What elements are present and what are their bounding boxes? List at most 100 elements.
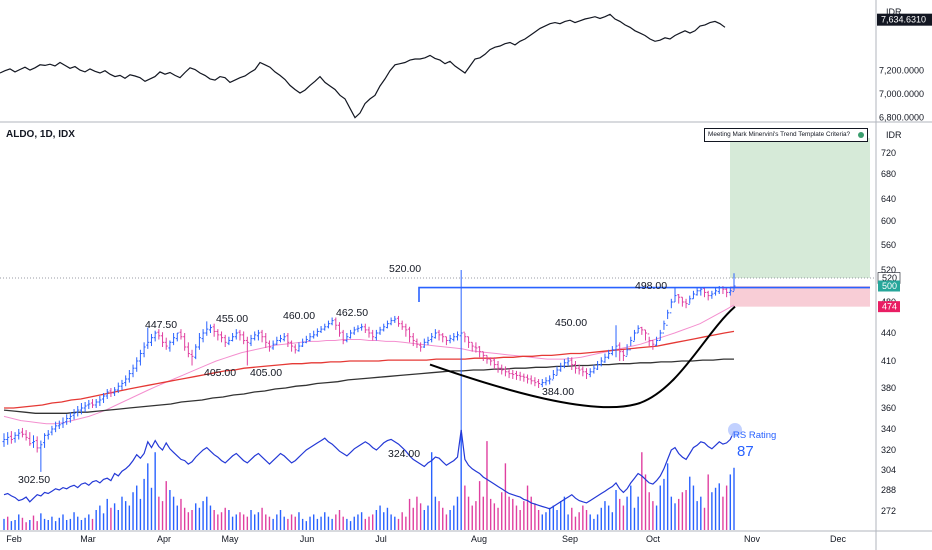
volume-bar bbox=[467, 496, 470, 530]
volume-bar bbox=[677, 498, 680, 530]
criteria-box[interactable]: Meeting Mark Minervini's Trend Template … bbox=[704, 128, 868, 142]
volume-bar bbox=[600, 507, 602, 530]
y-tick: 380 bbox=[881, 383, 896, 393]
volume-bar bbox=[209, 505, 212, 530]
volume-bar bbox=[88, 514, 90, 530]
volume-bar bbox=[77, 516, 79, 530]
volume-bar bbox=[471, 505, 473, 530]
volume-bar bbox=[99, 505, 101, 530]
volume-bar bbox=[515, 505, 518, 530]
volume-bar bbox=[217, 514, 219, 530]
volume-bar bbox=[371, 514, 374, 530]
x-tick: Oct bbox=[646, 534, 661, 544]
main-currency-label: IDR bbox=[886, 130, 902, 140]
volume-bar bbox=[110, 507, 112, 530]
price-tag: 474 bbox=[882, 302, 897, 312]
volume-bar bbox=[423, 510, 426, 530]
volume-bar bbox=[242, 514, 245, 530]
volume-bar bbox=[364, 518, 367, 530]
symbol-title: ALDO, 1D, IDX bbox=[6, 129, 75, 140]
volume-bar bbox=[478, 481, 481, 530]
volume-bar bbox=[534, 503, 536, 530]
volume-bar bbox=[32, 515, 35, 530]
volume-bar bbox=[729, 474, 732, 530]
y-tick: 560 bbox=[881, 240, 896, 250]
volume-bar bbox=[128, 505, 131, 530]
volume-bar bbox=[689, 476, 691, 530]
volume-bar bbox=[154, 452, 156, 530]
volume-bar bbox=[681, 492, 684, 530]
volume-bar bbox=[106, 498, 108, 530]
volume-bar bbox=[338, 510, 341, 530]
x-tick: Nov bbox=[744, 534, 761, 544]
volume-bar bbox=[294, 516, 296, 530]
volume-bar bbox=[725, 485, 728, 530]
price-bars bbox=[2, 270, 736, 472]
volume-bar bbox=[541, 514, 543, 530]
volume-bar bbox=[375, 510, 378, 530]
volume-bar bbox=[548, 507, 551, 530]
price-annotation: 447.50 bbox=[145, 319, 177, 331]
cup-pattern-curve bbox=[429, 305, 736, 409]
volume-bar bbox=[700, 496, 702, 530]
price-annotations: 302.50 447.50 455.00 405.00 405.00 460.00 462.… bbox=[18, 263, 870, 486]
volume-bar bbox=[486, 441, 488, 530]
volume-bar bbox=[279, 510, 282, 530]
volume-bar bbox=[298, 512, 300, 530]
x-tick: Sep bbox=[562, 534, 578, 544]
volume-bar bbox=[663, 478, 665, 530]
criteria-status-icon bbox=[858, 131, 864, 138]
volume-bar bbox=[630, 485, 632, 530]
volume-bar bbox=[633, 507, 636, 530]
volume-bar bbox=[220, 512, 223, 530]
volume-bar bbox=[342, 516, 344, 530]
volume-bar bbox=[268, 516, 271, 530]
volume-bar bbox=[416, 496, 418, 530]
volume-bar bbox=[696, 501, 698, 530]
volume-bar bbox=[172, 496, 175, 530]
volume-bar bbox=[460, 430, 462, 530]
volume-bar bbox=[456, 496, 459, 530]
volume-bar bbox=[257, 512, 260, 530]
volume-bar bbox=[95, 510, 97, 530]
volume-bar bbox=[607, 505, 610, 530]
volume-bar bbox=[169, 490, 171, 530]
volume-bar bbox=[161, 501, 164, 530]
volume-bar bbox=[438, 501, 440, 530]
index-pane: IDR 7,200.0000 7,000.0000 6,800.0000 7,634.6… bbox=[0, 7, 932, 123]
price-annotation: 405.00 bbox=[204, 367, 236, 379]
volume-bar bbox=[80, 520, 83, 530]
volume-bar bbox=[537, 510, 540, 530]
volume-bar bbox=[545, 512, 547, 530]
x-tick: Feb bbox=[6, 534, 22, 544]
volume-bar bbox=[464, 485, 466, 530]
volume-bar bbox=[442, 507, 444, 530]
volume-bar bbox=[276, 514, 278, 530]
volume-bar bbox=[582, 505, 584, 530]
volume-bar bbox=[508, 496, 510, 530]
rs-line-endpoint bbox=[728, 423, 742, 437]
volume-bar bbox=[596, 514, 599, 530]
volume-bar bbox=[394, 516, 396, 530]
volume-bar bbox=[493, 503, 496, 530]
volume-bar bbox=[357, 514, 359, 530]
volume-bar bbox=[379, 505, 381, 530]
volume-bar bbox=[611, 512, 614, 530]
top-currency-label: IDR bbox=[886, 7, 902, 17]
price-tag-bg bbox=[878, 301, 900, 313]
volume-bar bbox=[560, 501, 562, 530]
y-tick: 288 bbox=[881, 485, 896, 495]
volume-bar bbox=[589, 514, 591, 530]
volume-bar bbox=[453, 505, 455, 530]
y-tick: 360 bbox=[881, 403, 896, 413]
volume-bar bbox=[644, 474, 647, 530]
volume-bar bbox=[69, 518, 72, 530]
volume-bar bbox=[316, 518, 319, 530]
criteria-label: Meeting Mark Minervini's Trend Template … bbox=[708, 131, 851, 138]
volume-bar bbox=[335, 514, 337, 530]
price-annotation: 324.00 bbox=[388, 448, 420, 460]
volume-bar bbox=[195, 503, 197, 530]
volume-bar bbox=[718, 483, 720, 530]
volume-bar bbox=[73, 512, 75, 530]
volume-bar bbox=[430, 452, 433, 530]
